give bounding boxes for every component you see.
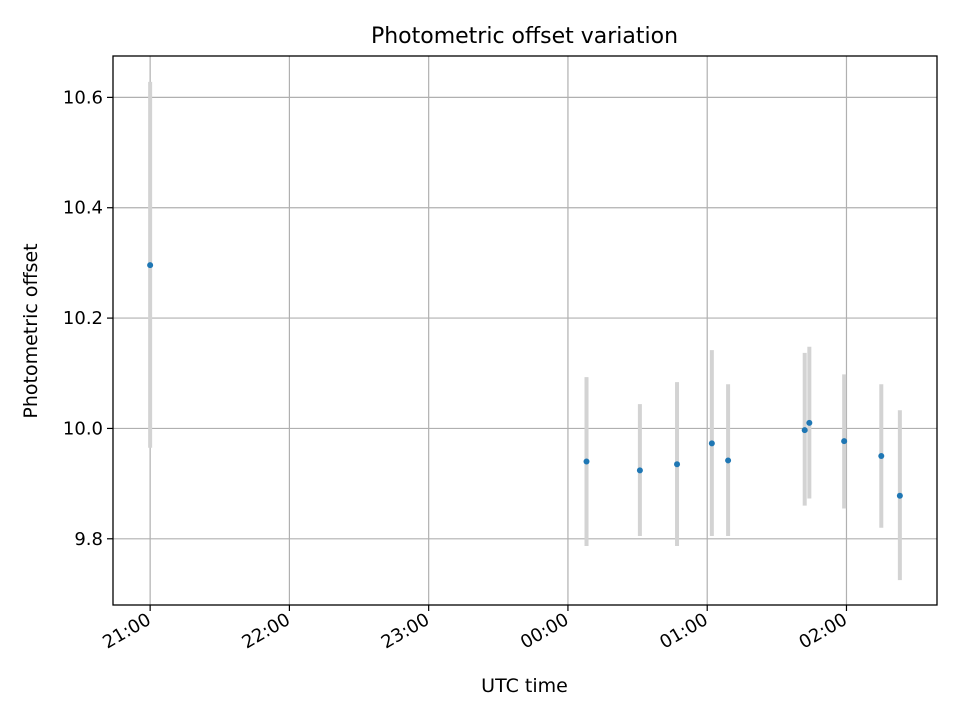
y-tick-label: 10.4 — [63, 198, 103, 219]
y-axis-label: Photometric offset — [20, 243, 42, 418]
data-point — [896, 492, 903, 499]
chart-title: Photometric offset variation — [371, 24, 678, 49]
data-points — [147, 262, 903, 499]
data-point — [725, 457, 732, 464]
y-axis-ticks: 9.8 10.0 10.2 10.4 10.6 — [63, 87, 113, 550]
data-point — [801, 427, 808, 434]
grid-lines — [113, 56, 937, 605]
data-point — [583, 458, 590, 465]
y-tick-label: 10.2 — [63, 308, 103, 329]
data-point — [841, 438, 848, 445]
plot-frame — [112, 55, 938, 606]
y-tick-label: 10.0 — [63, 418, 103, 439]
x-axis-label: UTC time — [481, 675, 568, 697]
data-point — [708, 440, 715, 447]
y-tick-label: 10.6 — [63, 87, 103, 108]
data-point — [878, 453, 885, 460]
data-point — [636, 467, 643, 474]
data-point — [674, 461, 681, 468]
y-tick-label: 9.8 — [74, 529, 103, 550]
data-point — [806, 419, 813, 426]
data-point — [147, 262, 154, 269]
